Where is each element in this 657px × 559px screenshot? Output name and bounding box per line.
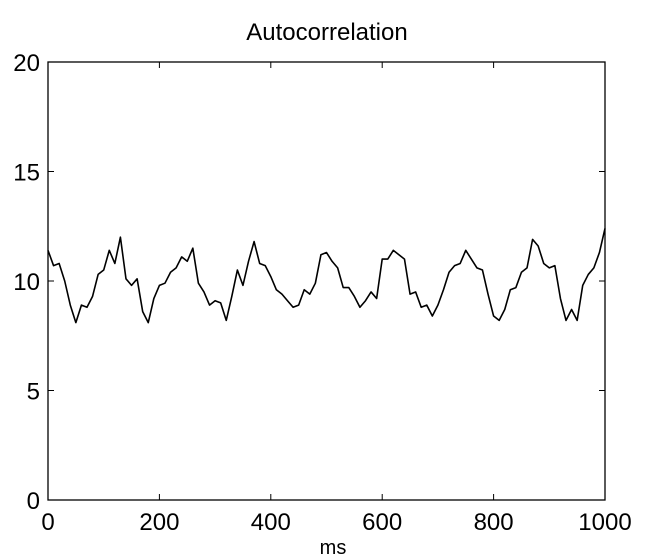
x-tick-label: 800 [474,509,514,536]
autocorrelation-line [47,228,606,324]
x-tick-label: 400 [251,509,291,536]
y-tick-label: 20 [13,50,40,77]
x-tick-label: 1000 [578,509,631,536]
plot-frame [47,61,606,501]
y-tick-label: 5 [27,379,40,406]
x-tick-label: 600 [362,509,402,536]
x-tick-label: 0 [41,509,54,536]
y-tick-label: 0 [27,488,40,515]
x-axis-label: ms [320,537,347,559]
x-tick-label: 200 [139,509,179,536]
ticks-layer [47,61,606,501]
chart-title: Autocorrelation [246,19,407,46]
tick-labels: 0 200 400 600 800 1000 0 5 10 15 20 [13,50,631,536]
plot-lines [47,228,606,324]
y-tick-label: 15 [13,160,40,187]
y-tick-label: 10 [13,269,40,296]
